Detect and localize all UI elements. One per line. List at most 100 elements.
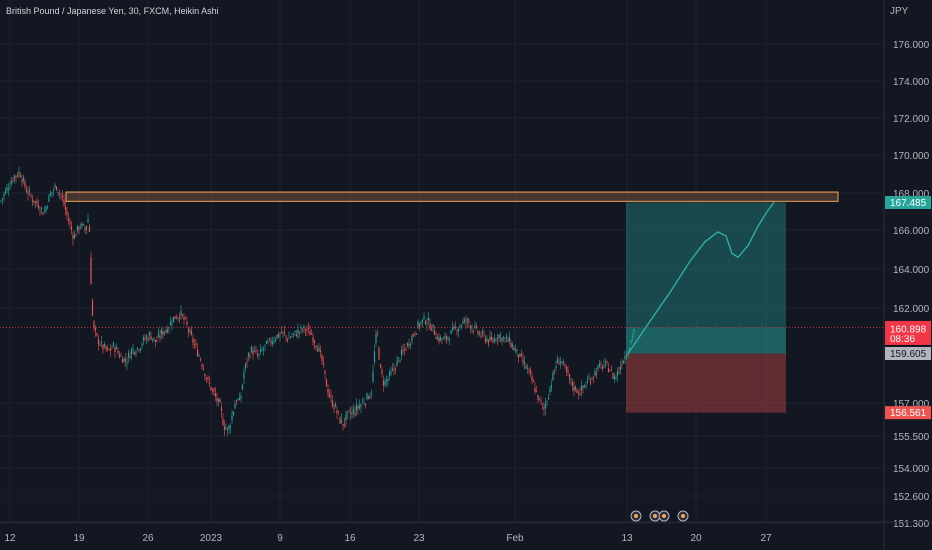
- candle-body: [628, 347, 631, 350]
- candle-body: [522, 359, 524, 363]
- candle-body: [13, 175, 16, 179]
- candle-body: [246, 361, 248, 363]
- zones-layer: [0, 191, 884, 413]
- candle-body: [334, 404, 337, 407]
- candle-body: [213, 389, 215, 392]
- candle-body: [204, 373, 206, 377]
- candle-body: [490, 337, 493, 341]
- candle-body: [208, 382, 211, 384]
- candle-body: [88, 226, 91, 232]
- candle-body: [393, 368, 395, 370]
- candle-body: [79, 226, 82, 228]
- candle-body: [253, 350, 256, 352]
- candle-body: [384, 381, 386, 385]
- candle-body: [57, 191, 59, 193]
- candle-body: [159, 336, 161, 338]
- candle-body: [108, 349, 110, 351]
- candle-body: [480, 335, 482, 337]
- candle-body: [487, 339, 490, 344]
- candle-body: [6, 187, 8, 191]
- candle-body: [337, 411, 340, 413]
- candle-body: [85, 226, 88, 230]
- candle-body: [573, 387, 575, 392]
- candle-body: [447, 337, 449, 339]
- candle-body: [534, 387, 536, 392]
- candle-body: [562, 361, 565, 363]
- candle-body: [315, 346, 317, 348]
- candle-body: [363, 403, 365, 405]
- candle-body: [283, 331, 286, 334]
- candle-body: [411, 335, 413, 341]
- candle-body: [627, 353, 629, 356]
- candle-body: [460, 325, 463, 327]
- candle-body: [201, 364, 203, 367]
- candle-body: [244, 363, 247, 368]
- candle-body: [333, 407, 335, 410]
- candle-body: [1, 198, 4, 200]
- x-tick-label: 12: [4, 533, 16, 544]
- candle-body: [328, 393, 331, 397]
- candle-body: [504, 337, 506, 339]
- candle-body: [336, 410, 338, 414]
- candle-body: [111, 348, 113, 350]
- candle-body: [604, 361, 607, 363]
- candle-body: [619, 366, 622, 370]
- candle-body: [70, 226, 73, 230]
- candle-body: [153, 337, 155, 339]
- candle-body: [126, 362, 128, 364]
- candle-body: [408, 344, 410, 347]
- candle-body: [63, 199, 65, 205]
- candle-body: [64, 206, 67, 210]
- candle-body: [600, 363, 602, 365]
- candle-body: [276, 334, 278, 339]
- candle-body: [588, 378, 590, 380]
- candle-body: [592, 377, 595, 379]
- candle-body: [516, 349, 518, 351]
- candle-body: [456, 331, 458, 333]
- event-marker-dot: [662, 514, 666, 518]
- candle-body: [0, 200, 2, 202]
- candle-body: [612, 373, 614, 379]
- candle-body: [189, 330, 191, 333]
- candle-body: [316, 349, 319, 352]
- candle-body: [507, 339, 509, 342]
- candle-body: [181, 314, 184, 316]
- candle-body: [318, 347, 320, 351]
- candle-body: [354, 412, 356, 415]
- candle-body: [631, 336, 634, 338]
- candle-body: [33, 200, 35, 203]
- candle-body: [285, 335, 287, 337]
- candle-body: [78, 227, 80, 230]
- candle-body: [552, 372, 554, 381]
- candle-body: [382, 380, 385, 386]
- candle-body: [355, 404, 358, 411]
- candle-body: [3, 194, 5, 197]
- candle-body: [90, 257, 92, 285]
- candle-body: [310, 333, 313, 335]
- candle-body: [100, 341, 103, 343]
- candle-body: [607, 368, 610, 373]
- candle-body: [175, 318, 178, 320]
- candle-body: [207, 377, 209, 379]
- candle-body: [396, 360, 398, 367]
- candle-body: [145, 336, 148, 339]
- candle-body: [585, 385, 587, 388]
- candle-body: [187, 328, 190, 332]
- candle-body: [553, 370, 556, 372]
- candle-body: [312, 337, 314, 342]
- candle-body: [625, 355, 628, 358]
- candle-body: [162, 331, 164, 335]
- candle-body: [442, 338, 445, 340]
- candle-body: [453, 326, 455, 329]
- y-tick-label: 176.000: [893, 40, 930, 51]
- candle-body: [231, 415, 233, 421]
- candle-body: [420, 321, 422, 324]
- candle-body: [462, 321, 464, 324]
- candle-body: [42, 212, 44, 215]
- candle-body: [406, 343, 409, 346]
- y-tick-label: 170.000: [893, 151, 930, 162]
- x-tick-label: 20: [690, 533, 702, 544]
- candle-body: [397, 357, 400, 359]
- candle-body: [469, 325, 472, 329]
